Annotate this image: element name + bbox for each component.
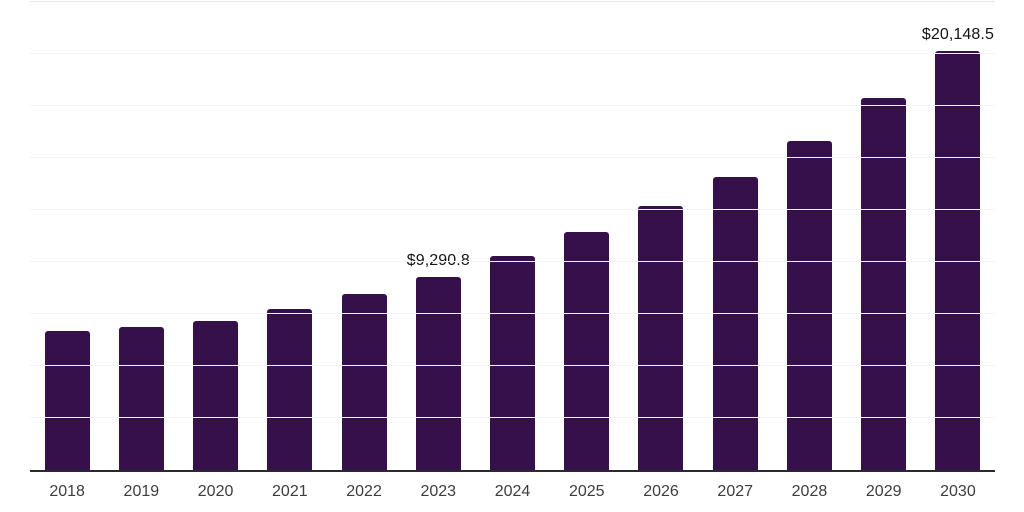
bar-2018 bbox=[44, 330, 90, 470]
bar-2029 bbox=[861, 98, 907, 470]
bar-slot: $9,290.8 bbox=[401, 2, 475, 470]
bar-2028 bbox=[786, 140, 832, 470]
bar-value-label: $9,290.8 bbox=[406, 251, 470, 269]
x-tick-label: 2022 bbox=[346, 483, 382, 500]
x-tick-label: 2024 bbox=[494, 483, 531, 500]
bar-2022 bbox=[341, 293, 387, 470]
x-tick-label: 2023 bbox=[420, 483, 457, 500]
bar-slot bbox=[624, 2, 698, 470]
x-tick-label: 2027 bbox=[717, 483, 754, 500]
bar-value-label: $20,148.5 bbox=[921, 25, 994, 43]
x-tick-label: 2028 bbox=[791, 483, 828, 500]
bar-2027 bbox=[712, 176, 758, 470]
x-tick-label: 2025 bbox=[568, 483, 605, 500]
bar-2030 bbox=[935, 50, 981, 470]
x-tick-label: 2018 bbox=[49, 483, 85, 500]
bar-2020 bbox=[193, 320, 239, 470]
bar-2023 bbox=[415, 276, 461, 470]
bar-slot: $20,148.5 bbox=[921, 2, 995, 470]
bar-slot bbox=[550, 2, 624, 470]
bar-slot bbox=[847, 2, 921, 470]
bar-2026 bbox=[638, 206, 684, 470]
bars-row: $9,290.8 $20,148.5 bbox=[30, 2, 995, 470]
bar-2024 bbox=[490, 256, 536, 470]
x-axis-labels: 2018 2019 2020 2021 2022 2023 2024 2025 2026 2027… bbox=[30, 484, 995, 500]
plot-area: $9,290.8 $20,148.5 bbox=[30, 1, 995, 472]
bar-slot bbox=[253, 2, 327, 470]
x-tick-label: 2030 bbox=[940, 483, 976, 500]
bar-slot bbox=[178, 2, 252, 470]
bar-slot bbox=[475, 2, 549, 470]
bar-2019 bbox=[118, 326, 164, 470]
bar-slot bbox=[772, 2, 846, 470]
x-tick-label: 2029 bbox=[865, 483, 902, 500]
bar-slot bbox=[327, 2, 401, 470]
bar-slot bbox=[104, 2, 178, 470]
bar-2025 bbox=[564, 232, 610, 470]
bar-2021 bbox=[267, 308, 313, 470]
x-tick-label: 2020 bbox=[197, 483, 234, 500]
x-tick-label: 2026 bbox=[643, 483, 679, 500]
bar-slot bbox=[30, 2, 104, 470]
x-tick-label: 2021 bbox=[272, 483, 308, 500]
bar-slot bbox=[698, 2, 772, 470]
x-tick-label: 2019 bbox=[123, 483, 160, 500]
